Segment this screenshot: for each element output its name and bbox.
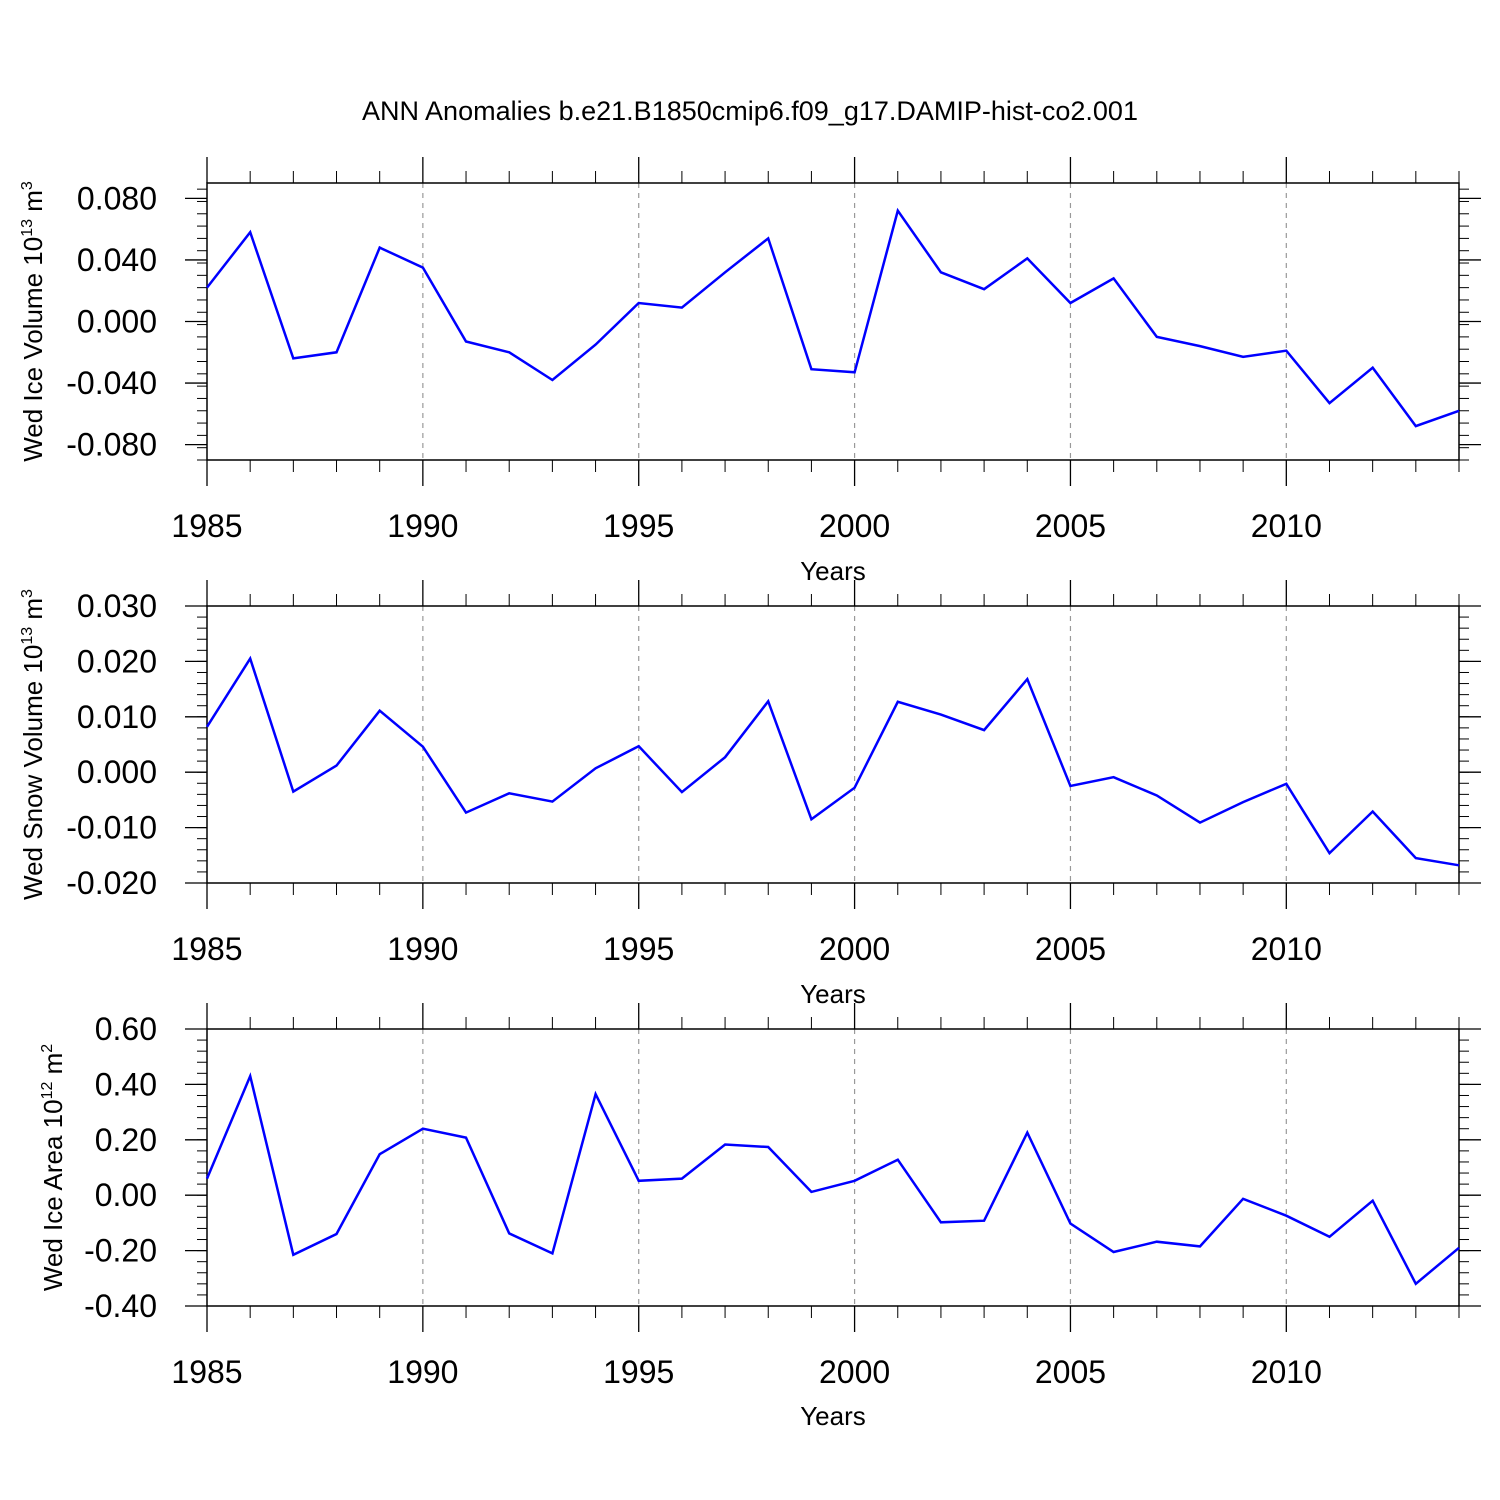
x-tick-label: 1985 (171, 931, 242, 967)
x-tick-label: 2010 (1251, 508, 1322, 544)
y-tick-label: 0.010 (77, 699, 157, 735)
y-axis-title-exponent: 13 (19, 627, 36, 645)
y-tick-label: 0.20 (95, 1122, 157, 1158)
x-tick-label: 1995 (603, 931, 674, 967)
y-tick-label: -0.20 (84, 1233, 157, 1269)
y-tick-label: 0.020 (77, 643, 157, 679)
x-axis-title: Years (800, 979, 866, 1009)
y-axis-title: Wed Ice Volume 1013 m3 (18, 181, 48, 462)
chart-panel-1: -0.080 -0.040 0.000 0.040 0.080 1985 1990 1995 2… (18, 157, 1481, 586)
y-axis-title-text: Wed Snow Volume 10 (18, 645, 48, 900)
y-tick-label: -0.080 (66, 427, 157, 463)
x-tick-label: 1995 (603, 1354, 674, 1390)
x-tick-label: 2005 (1035, 931, 1106, 967)
y-tick-label: 0.00 (95, 1177, 157, 1213)
y-axis-title-exponent: 3 (19, 181, 36, 190)
chart-panel-3: -0.40 -0.20 0.00 0.20 0.40 0.60 1985 1990 1995 20… (38, 1003, 1481, 1431)
y-axis-title-text: m (18, 598, 48, 627)
x-tick-label: 2000 (819, 1354, 890, 1390)
chart-panel-2: -0.020 -0.010 0.000 0.010 0.020 0.030 1985 1990… (18, 580, 1481, 1009)
series-line (205, 655, 1460, 867)
x-tick-label: 2005 (1035, 508, 1106, 544)
y-axis-title-exponent: 12 (39, 1082, 56, 1100)
x-axis-title: Years (800, 1401, 866, 1431)
x-axis-title: Years (800, 556, 866, 586)
x-tick-label: 1985 (171, 508, 242, 544)
plot-frame (206, 1028, 1460, 1307)
y-axis-title-exponent: 2 (39, 1044, 56, 1053)
x-tick-label: 1995 (603, 508, 674, 544)
plot-frame (206, 182, 1460, 461)
x-tick-label: 1990 (387, 508, 458, 544)
y-axis-title: Wed Snow Volume 1013 m3 (18, 589, 48, 900)
y-axis-title: Wed Ice Area 1012 m2 (38, 1044, 68, 1291)
x-tick-label: 1990 (387, 931, 458, 967)
y-tick-label: -0.010 (66, 810, 157, 846)
y-axis-title-exponent: 3 (19, 589, 36, 598)
y-tick-label: 0.080 (77, 180, 157, 216)
x-tick-label: 2005 (1035, 1354, 1106, 1390)
figure-title: ANN Anomalies b.e21.B1850cmip6.f09_g17.D… (362, 96, 1138, 126)
y-axis-title-exponent: 13 (19, 219, 36, 237)
plot-frame (206, 605, 1460, 884)
x-tick-label: 2010 (1251, 931, 1322, 967)
x-tick-label: 2010 (1251, 1354, 1322, 1390)
y-tick-label: -0.040 (66, 365, 157, 401)
x-tick-label: 1990 (387, 1354, 458, 1390)
y-tick-label: 0.040 (77, 242, 157, 278)
x-tick-label: 2000 (819, 508, 890, 544)
series-line (206, 207, 1460, 428)
y-tick-label: 0.000 (77, 754, 157, 790)
y-tick-label: -0.020 (66, 865, 157, 901)
x-tick-label: 1985 (171, 1354, 242, 1390)
y-axis-title-text: Wed Ice Area 10 (38, 1099, 68, 1291)
y-tick-label: 0.030 (77, 588, 157, 624)
y-tick-label: 0.000 (77, 304, 157, 340)
y-tick-label: 0.60 (95, 1011, 157, 1047)
y-tick-label: 0.40 (95, 1066, 157, 1102)
y-tick-label: -0.40 (84, 1288, 157, 1324)
y-axis-title-text: Wed Ice Volume 10 (18, 237, 48, 462)
y-axis-title-text: m (18, 190, 48, 219)
y-axis-title-text: m (38, 1053, 68, 1082)
x-tick-label: 2000 (819, 931, 890, 967)
series-line (205, 1072, 1460, 1286)
